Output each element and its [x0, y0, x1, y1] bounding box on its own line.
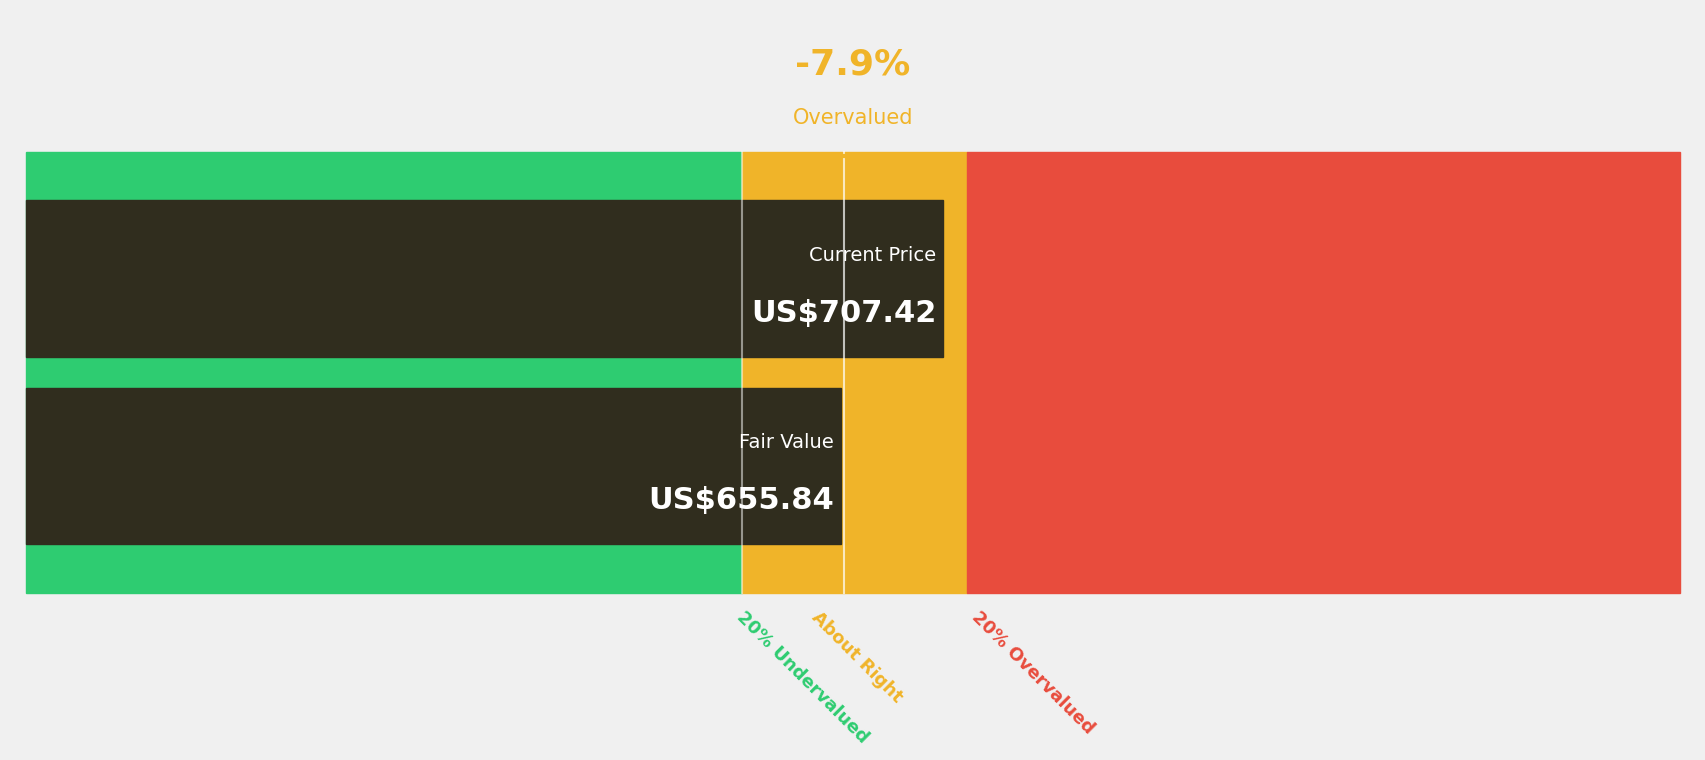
Text: Current Price: Current Price: [808, 245, 936, 264]
Text: Fair Value: Fair Value: [738, 433, 834, 452]
Text: -7.9%: -7.9%: [795, 48, 910, 81]
Bar: [967, 152, 1679, 593]
Bar: [26, 388, 841, 544]
Bar: [26, 201, 943, 357]
Text: Overvalued: Overvalued: [793, 108, 912, 128]
Text: 20% Overvalued: 20% Overvalued: [968, 608, 1096, 737]
Text: 20% Undervalued: 20% Undervalued: [733, 608, 871, 746]
Text: US$707.42: US$707.42: [750, 299, 936, 328]
Text: US$655.84: US$655.84: [648, 486, 834, 515]
Bar: [742, 152, 967, 593]
Text: About Right: About Right: [808, 608, 905, 706]
Bar: [26, 152, 742, 593]
